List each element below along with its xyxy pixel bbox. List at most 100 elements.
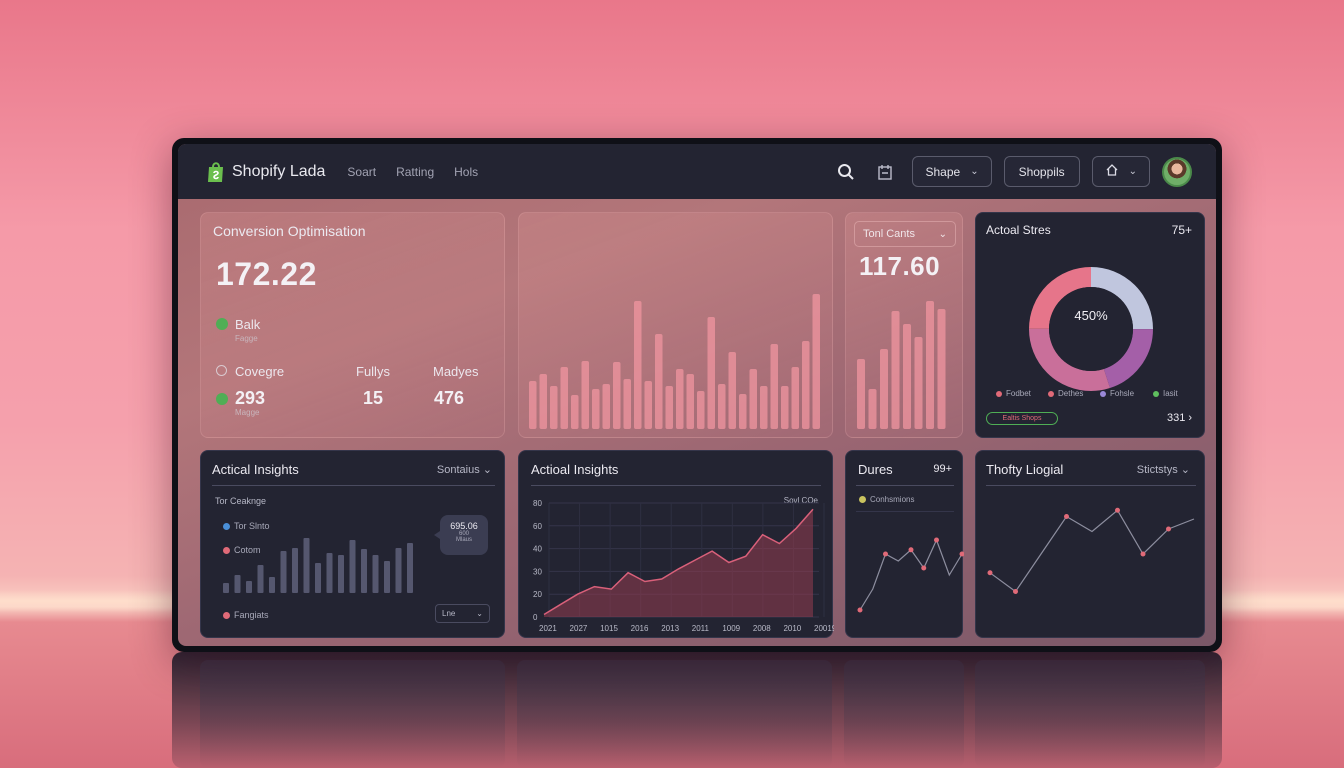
y-tick-label: 40 xyxy=(533,545,542,554)
insights-left-dropdown[interactable]: Sontaius ⌄ xyxy=(436,464,492,476)
x-tick-label: 2008 xyxy=(753,624,771,633)
y-tick-label: 60 xyxy=(533,522,542,531)
conversion-value: 172.22 xyxy=(216,256,317,292)
bar xyxy=(269,577,275,593)
bar xyxy=(223,583,229,593)
search-icon[interactable] xyxy=(832,158,860,186)
bar xyxy=(891,311,900,429)
x-tick-label: 2016 xyxy=(631,624,649,633)
brand-logo[interactable]: Shopify Lada xyxy=(206,160,325,184)
total-cards-dropdown[interactable]: Tonl Cants ⌄ xyxy=(854,221,956,247)
coverage-check-icon xyxy=(216,393,228,405)
data-point xyxy=(857,607,863,613)
bar xyxy=(349,540,356,593)
insights-left-subtitle: Tor Ceaknge xyxy=(215,496,267,506)
insights-mid-title: Actioal Insights xyxy=(531,462,619,477)
coverage-sublabel: Magge xyxy=(235,408,260,417)
coverage-value: 293 xyxy=(235,388,266,408)
data-point xyxy=(921,565,927,571)
legend-fohsle: Fohsle xyxy=(1100,389,1134,398)
bar xyxy=(802,341,810,429)
madyes-value: 476 xyxy=(434,388,465,408)
stores-footer-value[interactable]: 331 › xyxy=(1167,412,1192,424)
y-tick-label: 30 xyxy=(533,567,542,576)
bar xyxy=(234,575,241,593)
monitor: Shopify Lada Soart Ratting Hols Shape ⌄ xyxy=(172,138,1222,652)
y-tick-label: 0 xyxy=(533,613,538,622)
insights-left-card: Actical Insights Sontaius ⌄ Tor Ceaknge … xyxy=(200,450,505,638)
nav-item-soart[interactable]: Soart xyxy=(347,164,377,179)
tooltip-value: 695.06 xyxy=(450,521,478,531)
line-select[interactable]: Lne ⌄ xyxy=(435,604,490,623)
bar xyxy=(937,309,946,429)
stores-tag[interactable]: Ealtis Shops xyxy=(986,412,1058,425)
thofty-line xyxy=(989,509,1195,593)
bar xyxy=(676,369,684,429)
nav-item-hols[interactable]: Hols xyxy=(454,164,479,179)
bar xyxy=(634,301,642,429)
home-icon xyxy=(1105,163,1119,180)
bar xyxy=(655,334,663,429)
bar xyxy=(781,386,789,429)
divider xyxy=(986,485,1196,486)
status-sublabel: Fagge xyxy=(235,334,258,343)
bar xyxy=(581,361,589,429)
bar xyxy=(665,386,673,429)
x-tick-label: 1009 xyxy=(722,624,740,633)
total-cards-value: 117.60 xyxy=(859,251,941,281)
bar xyxy=(315,563,321,593)
bar xyxy=(623,379,631,429)
x-tick-label: 2013 xyxy=(661,624,679,633)
tooltip-line3: Mlaus xyxy=(455,537,472,543)
x-tick-label: 1015 xyxy=(600,624,618,633)
data-point xyxy=(1064,514,1069,519)
stores-tag-label: Ealtis Shops xyxy=(1002,415,1042,422)
stores-footer-number: 331 xyxy=(1166,412,1186,424)
bar xyxy=(697,391,705,429)
dashboard-screen: Shopify Lada Soart Ratting Hols Shape ⌄ xyxy=(178,144,1216,646)
shopify-button[interactable]: Shoppils xyxy=(1003,156,1080,187)
actual-stores-title: Actoal Stres xyxy=(986,223,1051,237)
calendar-icon[interactable] xyxy=(872,158,900,186)
legend-tor-slnto: Tor Slnto xyxy=(223,521,270,531)
legend-cotom: Cotom xyxy=(223,545,261,555)
area-line xyxy=(543,508,814,616)
thofty-line-chart xyxy=(987,507,1195,594)
data-point xyxy=(908,547,914,553)
insights-mid-legend: Sovl COe xyxy=(783,496,818,505)
data-point xyxy=(959,551,964,557)
bar xyxy=(407,543,413,593)
divider xyxy=(531,485,821,486)
home-dropdown[interactable]: ⌄ xyxy=(1091,156,1150,187)
insights-left-title: Actical Insights xyxy=(212,462,299,477)
legend-conhsmions: Conhsmions xyxy=(859,495,914,504)
total-cards-card: Tonl Cants ⌄ 117.60 xyxy=(845,212,963,438)
bar xyxy=(571,395,579,429)
x-tick-label: 2021 xyxy=(539,624,557,633)
shape-dropdown[interactable]: Shape ⌄ xyxy=(912,156,992,187)
data-point xyxy=(987,570,993,576)
conversion-card: Conversion Optimisation 172.22 Balk Fagg… xyxy=(200,212,505,438)
bar xyxy=(326,553,333,593)
insights-tooltip: 695.06 600 Mlaus xyxy=(440,515,488,555)
insights-mid-card: Actioal Insights Sovl COe 80 60 40 30 20 0 202… xyxy=(518,450,834,638)
user-avatar[interactable] xyxy=(1162,156,1192,187)
chevron-down-icon: ⌄ xyxy=(1180,464,1190,476)
shape-dropdown-label: Shape xyxy=(925,164,961,179)
dures-title: Dures xyxy=(858,462,893,477)
bar xyxy=(246,581,252,593)
dures-badge: 99+ xyxy=(933,463,952,475)
chevron-down-icon: ⌄ xyxy=(970,166,979,177)
bar-chart-card xyxy=(518,212,833,438)
bar xyxy=(791,367,799,429)
divider xyxy=(856,511,954,512)
bar xyxy=(361,549,367,593)
thofty-title: Thofty Liogial xyxy=(986,462,1064,477)
nav-item-ratting[interactable]: Ratting xyxy=(396,164,435,179)
actual-stores-card: Actoal Stres 75+ 450% Fodbet Dethes Fohs… xyxy=(975,212,1205,438)
thofty-dropdown[interactable]: Stictstys ⌄ xyxy=(1136,464,1190,476)
x-tick-label: 2011 xyxy=(692,624,710,633)
bar xyxy=(338,555,344,593)
fullys-value: 15 xyxy=(363,388,384,408)
bar xyxy=(880,349,888,429)
